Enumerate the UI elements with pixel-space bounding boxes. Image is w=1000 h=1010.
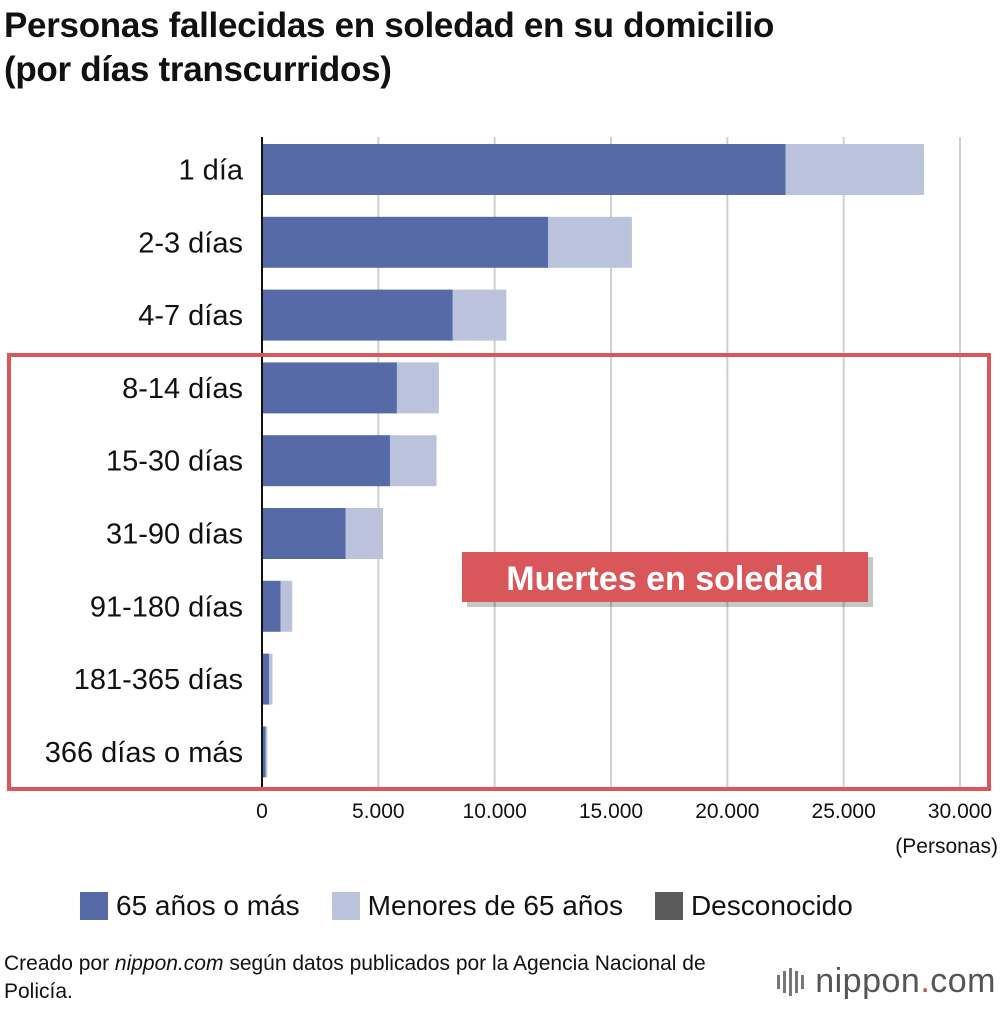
chart-title: Personas fallecidas en soledad en su dom…	[4, 4, 994, 92]
annotation-text: Muertes en soledad	[506, 560, 823, 598]
brand-dot: .	[920, 962, 931, 1000]
x-tick-label-2: 10.000	[463, 800, 527, 823]
source-site: nippon.com	[114, 952, 224, 975]
legend: 65 años o más Menores de 65 años Descono…	[80, 884, 885, 928]
bar-1-8	[265, 726, 268, 778]
bar-0-2	[262, 289, 453, 341]
legend-label-65-plus: 65 años o más	[116, 890, 300, 921]
bar-1-3	[396, 362, 439, 414]
category-label-4: 15-30 días	[106, 446, 243, 478]
bar-1-4	[389, 435, 437, 487]
category-label-6: 91-180 días	[90, 591, 243, 623]
category-label-1: 2-3 días	[138, 227, 243, 259]
legend-item-unknown: Desconocido	[654, 890, 853, 922]
annotation-box	[462, 552, 868, 602]
category-label-3: 8-14 días	[122, 373, 243, 405]
legend-swatch-unknown	[654, 892, 683, 920]
bar-1-6	[280, 580, 293, 632]
source-prefix: Creado por	[4, 952, 115, 975]
nippon-logo: nippon. com	[777, 962, 996, 1001]
bar-0-5	[262, 508, 346, 559]
bar-0-6	[262, 580, 281, 632]
legend-item-65-plus: 65 años o más	[80, 890, 300, 922]
brand-name: nippon	[815, 962, 921, 1000]
legend-label-unknown: Desconocido	[690, 890, 853, 921]
bar-0-7	[262, 653, 269, 705]
x-tick-label-4: 20.000	[695, 800, 759, 823]
source-note: Creado por nippon.com según datos public…	[4, 950, 724, 1006]
x-tick-label-1: 5.000	[352, 800, 405, 823]
legend-item-under-65: Menores de 65 años	[331, 890, 623, 922]
category-label-2: 4-7 días	[138, 300, 243, 332]
bar-chart: 1 día 2-3 días 4-7 días 8-14 días 15-30 días…	[7, 137, 998, 858]
x-tick-label-5: 25.000	[812, 800, 876, 823]
legend-label-under-65: Menores de 65 años	[367, 890, 623, 921]
logo-mark-icon	[777, 967, 807, 997]
bar-1-7	[268, 653, 273, 705]
source-suffix: según datos publicados por la Agencia Na…	[4, 952, 706, 1003]
bar-0-4	[262, 435, 390, 487]
x-tick-label-0: 0	[256, 800, 268, 823]
bar-0-0	[262, 144, 786, 195]
bar-0-3	[262, 362, 397, 414]
highlight-frame	[7, 353, 991, 791]
bar-1-5	[345, 508, 383, 559]
bar-1-2	[452, 289, 507, 341]
category-label-5: 31-90 días	[106, 519, 243, 551]
legend-swatch-under-65	[331, 892, 360, 920]
category-label-8: 366 días o más	[45, 737, 243, 769]
bar-1-1	[548, 216, 632, 268]
category-label-0: 1 día	[179, 155, 244, 187]
bar-1-0	[785, 144, 924, 195]
x-tick-label-6: 30.000	[928, 800, 992, 823]
bar-0-8	[262, 726, 266, 778]
category-label-7: 181-365 días	[74, 664, 243, 696]
x-axis-label: (Personas)	[895, 835, 998, 858]
title-line-1: Personas fallecidas en soledad en su dom…	[4, 6, 775, 45]
brand-tld: com	[930, 962, 996, 1000]
x-tick-label-3: 15.000	[579, 800, 643, 823]
bar-0-1	[262, 216, 549, 268]
legend-swatch-65-plus	[80, 892, 108, 920]
title-line-2: (por días transcurridos)	[4, 50, 392, 89]
